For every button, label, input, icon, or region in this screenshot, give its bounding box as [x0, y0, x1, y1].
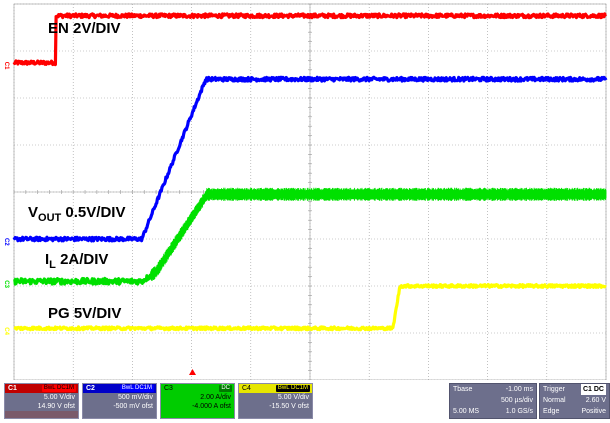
channel-marker-c1: C1: [2, 56, 12, 70]
marker-bg: [2, 275, 12, 288]
label-il-sub: L: [49, 259, 56, 271]
c2-coupling-tag: BwL DC1M: [119, 385, 154, 392]
label-il-rest: 2A/DIV: [56, 251, 109, 268]
trigger-position-marker: [189, 369, 196, 375]
trigger-level: 2.60 V: [585, 397, 606, 404]
marker-text: C1: [3, 62, 9, 70]
tbase-value: -1.00 ms: [505, 386, 533, 393]
trigger-descriptor[interactable]: Trigger C1 DC Normal 2.60 V Edge Positive: [539, 383, 610, 419]
c2-descriptor[interactable]: C2 BwL DC1M 500 mV/div -500 mV ofst: [82, 383, 157, 419]
trigger-tag: C1 DC: [580, 384, 606, 395]
trace-line: [12, 75, 608, 243]
label-vout-main: V: [28, 204, 38, 221]
trace-c1: [12, 12, 608, 67]
trigger-slope: Positive: [581, 408, 606, 415]
waveform-traces: [12, 12, 608, 332]
trace-c4: [13, 283, 607, 332]
trace-line: [13, 283, 607, 332]
c2-vdiv: 500 mV/div: [117, 394, 153, 401]
c3-offset: -4.000 A ofst: [192, 403, 231, 410]
c1-label: C1: [8, 385, 17, 392]
trigger-mode: Normal: [543, 397, 566, 404]
c3-label: C3: [164, 385, 173, 392]
c3-vdiv: 2.00 A/div: [200, 394, 231, 401]
c4-coupling-tag: BwL DC1M: [275, 385, 310, 392]
trace-ripple: [150, 187, 607, 281]
channel-marker-c3: C3: [2, 275, 12, 289]
trigger-label: Trigger: [543, 386, 565, 393]
trace-c2: [12, 75, 608, 243]
label-vout-sub: OUT: [38, 212, 62, 224]
c3-descriptor[interactable]: C3 DC 2.00 A/div -4.000 A ofst: [160, 383, 235, 419]
label-vout: VOUT 0.5V/DIV: [28, 204, 125, 224]
tbase-samples: 5.00 MS: [453, 408, 480, 415]
tbase-rate: 1.0 GS/s: [505, 408, 533, 415]
c1-coupling-tag: BwL DC1M: [41, 385, 76, 392]
label-il-main: I: [45, 251, 49, 268]
channel-markers: C1 C2 C3 C4: [2, 56, 12, 336]
marker-bg: [2, 56, 12, 69]
c1-vdiv: 5.00 V/div: [5, 393, 78, 402]
channel-marker-c2: C2: [2, 233, 12, 246]
c1-offset: 14.90 V ofst: [5, 402, 78, 411]
label-vout-rest: 0.5V/DIV: [61, 204, 125, 221]
c1-descriptor[interactable]: C1 BwL DC1M 5.00 V/div 14.90 V ofst: [4, 383, 79, 419]
tbase-div: 500 µs/div: [500, 397, 533, 404]
oscilloscope-display: C1 C2 C3 C4 EN 2V/DIV VOUT 0.5V/DIV IL 2A/D…: [2, 3, 608, 380]
channel-marker-c4: C4: [2, 322, 12, 336]
marker-text: C2: [3, 238, 9, 246]
c2-label: C2: [86, 385, 95, 392]
c4-descriptor[interactable]: C4 BwL DC1M 5.00 V/div -15.50 V ofst: [238, 383, 313, 419]
marker-text: C3: [3, 280, 9, 288]
label-il: IL 2A/DIV: [45, 251, 108, 271]
trace-line: [12, 12, 608, 67]
timebase-descriptor[interactable]: Tbase -1.00 ms 500 µs/div 5.00 MS 1.0 GS/s: [449, 383, 537, 419]
marker-text: C4: [3, 327, 9, 335]
label-pg: PG 5V/DIV: [48, 305, 121, 322]
trace-c3: [13, 187, 607, 286]
c4-label: C4: [242, 385, 251, 392]
marker-bg: [2, 322, 12, 335]
c4-offset: -15.50 V ofst: [269, 403, 309, 410]
tbase-label: Tbase: [453, 386, 473, 393]
status-bar: C1 BwL DC1M 5.00 V/div 14.90 V ofst C2 B…: [0, 381, 610, 423]
label-en: EN 2V/DIV: [48, 20, 121, 37]
trigger-type: Edge: [543, 408, 560, 415]
marker-bg: [2, 233, 12, 245]
c3-coupling-tag: DC: [219, 385, 232, 392]
c4-vdiv: 5.00 V/div: [277, 394, 309, 401]
c2-offset: -500 mV ofst: [113, 403, 153, 410]
